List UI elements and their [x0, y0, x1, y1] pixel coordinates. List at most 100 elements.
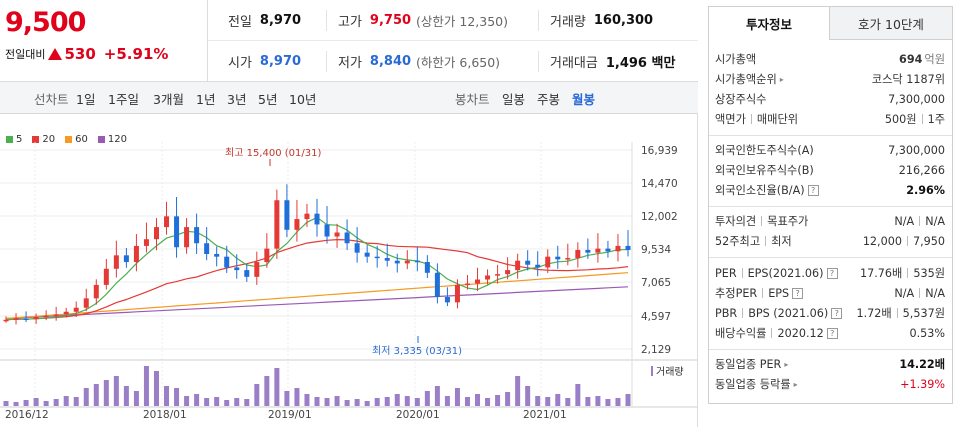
row-value: N/A N/A — [894, 211, 945, 231]
period-1w-button[interactable]: 1주일 — [108, 91, 139, 107]
open-cell: 시가 8,970 — [228, 41, 301, 82]
low-value: 8,840 — [369, 54, 412, 69]
row-key: 추정PER EPS? — [715, 283, 804, 303]
volume-bar — [525, 386, 531, 406]
row-value: +1.39% — [900, 377, 945, 391]
row-sector-per[interactable]: 동일업종 PER ▸ 14.22배 — [709, 354, 952, 374]
tab-order-book[interactable]: 호가 10단계 — [830, 7, 952, 40]
candle-body — [194, 227, 200, 244]
candle-body — [535, 264, 541, 268]
help-icon[interactable]: ? — [831, 307, 843, 319]
row-value: 17.76배 535원 — [860, 263, 945, 283]
volume-bar — [153, 371, 159, 406]
candle-weekly-button[interactable]: 주봉 — [537, 91, 561, 107]
volume-bar — [615, 398, 621, 406]
row-key-text: 추정PER — [715, 287, 758, 300]
y-tick: 4,597 — [641, 311, 671, 323]
row-key-text: PBR — [715, 306, 738, 320]
tab-investment-info[interactable]: 투자정보 — [709, 7, 830, 40]
legend-swatch — [32, 136, 40, 143]
candle-body — [324, 224, 330, 237]
row-value-text: 12,000 — [862, 234, 902, 248]
candle-body — [454, 284, 460, 303]
period-1y-button[interactable]: 1년 — [196, 91, 216, 107]
y-tick: 14,470 — [641, 178, 678, 190]
row-market-cap-rank[interactable]: 시가총액순위 ▸ 코스닥 1187위 — [709, 69, 952, 89]
candle-monthly-button[interactable]: 월봉 — [572, 91, 596, 107]
prev-close-value: 8,970 — [259, 13, 302, 28]
volume-bar — [434, 386, 440, 406]
divider — [762, 288, 764, 298]
candle-daily-button[interactable]: 일봉 — [502, 91, 526, 107]
period-1d-button[interactable]: 1일 — [76, 91, 96, 107]
candle-body — [495, 274, 501, 276]
candle-body — [113, 255, 119, 269]
price-box: 9,500 전일대비 530 +5.91% — [0, 0, 208, 82]
volume-bar — [143, 366, 149, 406]
candle-body — [374, 256, 380, 259]
volume-bar — [3, 401, 9, 406]
row-value-text-2: 1주 — [927, 113, 945, 126]
row-value-text-2: N/A — [925, 214, 945, 228]
row-key-text-2: EPS(2021.06) — [747, 266, 824, 280]
volume-bar — [83, 388, 89, 406]
row-per-eps: PER EPS(2021.06)? 17.76배 535원 — [709, 263, 952, 283]
volume-bar — [63, 396, 69, 406]
volume-bar — [194, 394, 200, 406]
period-10y-button[interactable]: 10년 — [289, 91, 317, 107]
candle-body — [555, 256, 561, 260]
volume-bar — [184, 396, 190, 406]
volume-bar — [454, 388, 460, 406]
volume-bar — [284, 391, 290, 406]
candle-body — [63, 311, 69, 315]
volume-bar — [605, 399, 611, 406]
help-icon[interactable]: ? — [807, 184, 819, 196]
row-key-text: 52주최고 — [715, 235, 761, 248]
legend-label: 20 — [42, 134, 56, 145]
row-sector-change[interactable]: 동일업종 등락률 ▸ +1.39% — [709, 374, 952, 394]
period-5y-button[interactable]: 5년 — [258, 91, 278, 107]
volume-bar — [93, 384, 99, 406]
row-value: 12,000 7,950 — [863, 231, 945, 251]
candle-chart-caption: 봉차트 — [455, 91, 490, 107]
section-divider — [709, 135, 952, 136]
volume-bar — [344, 400, 350, 406]
legend-swatch — [65, 136, 73, 143]
row-key-text-2: EPS — [768, 286, 790, 300]
row-key: 상장주식수 — [715, 93, 767, 106]
candle-body — [13, 318, 19, 320]
x-tick: 2020/01 — [396, 409, 440, 421]
row-value: 7,300,000 — [888, 143, 945, 157]
open-value: 8,970 — [259, 54, 302, 69]
help-icon[interactable]: ? — [826, 267, 838, 279]
volume-bar — [354, 399, 360, 406]
candle-body — [475, 279, 481, 284]
volume-bar — [103, 380, 109, 406]
row-value-text: N/A — [894, 286, 915, 300]
volume-bar — [53, 399, 59, 406]
divider — [750, 114, 752, 124]
candle-body — [615, 245, 621, 252]
high-cell: 고가 9,750 (상한가 12,350) — [338, 0, 508, 41]
help-icon[interactable]: ? — [826, 327, 838, 339]
candle-body — [174, 216, 180, 248]
help-icon[interactable]: ? — [792, 287, 804, 299]
row-value-text: 1.72배 — [856, 307, 892, 320]
amount-value: 1,496 백만 — [605, 56, 676, 71]
row-key: 액면가 매매단위 — [715, 109, 798, 129]
row-key-text: 동일업종 PER — [715, 358, 782, 371]
x-tick: 2016/12 — [5, 409, 49, 421]
row-key: PBR BPS (2021.06)? — [715, 303, 843, 323]
divider — [761, 216, 763, 226]
chart-canvas[interactable]: 최고 15,400 (01/31) 최저 3,335 (03/31) 16,93… — [0, 114, 697, 427]
change-rate: +5.91% — [103, 45, 169, 63]
period-3y-button[interactable]: 3년 — [227, 91, 247, 107]
candle-body — [394, 260, 400, 264]
period-3m-button[interactable]: 3개월 — [153, 91, 184, 107]
price-chart[interactable]: 5 20 60 120 최고 15,400 (01/31) 최저 — [0, 114, 698, 427]
row-key: 외국인소진율(B/A)? — [715, 180, 819, 200]
volume-bar — [334, 396, 340, 406]
row-listed-shares: 상장주식수 7,300,000 — [709, 89, 952, 109]
y-tick: 12,002 — [641, 211, 678, 223]
row-key-text: 동일업종 등락률 — [715, 378, 791, 391]
